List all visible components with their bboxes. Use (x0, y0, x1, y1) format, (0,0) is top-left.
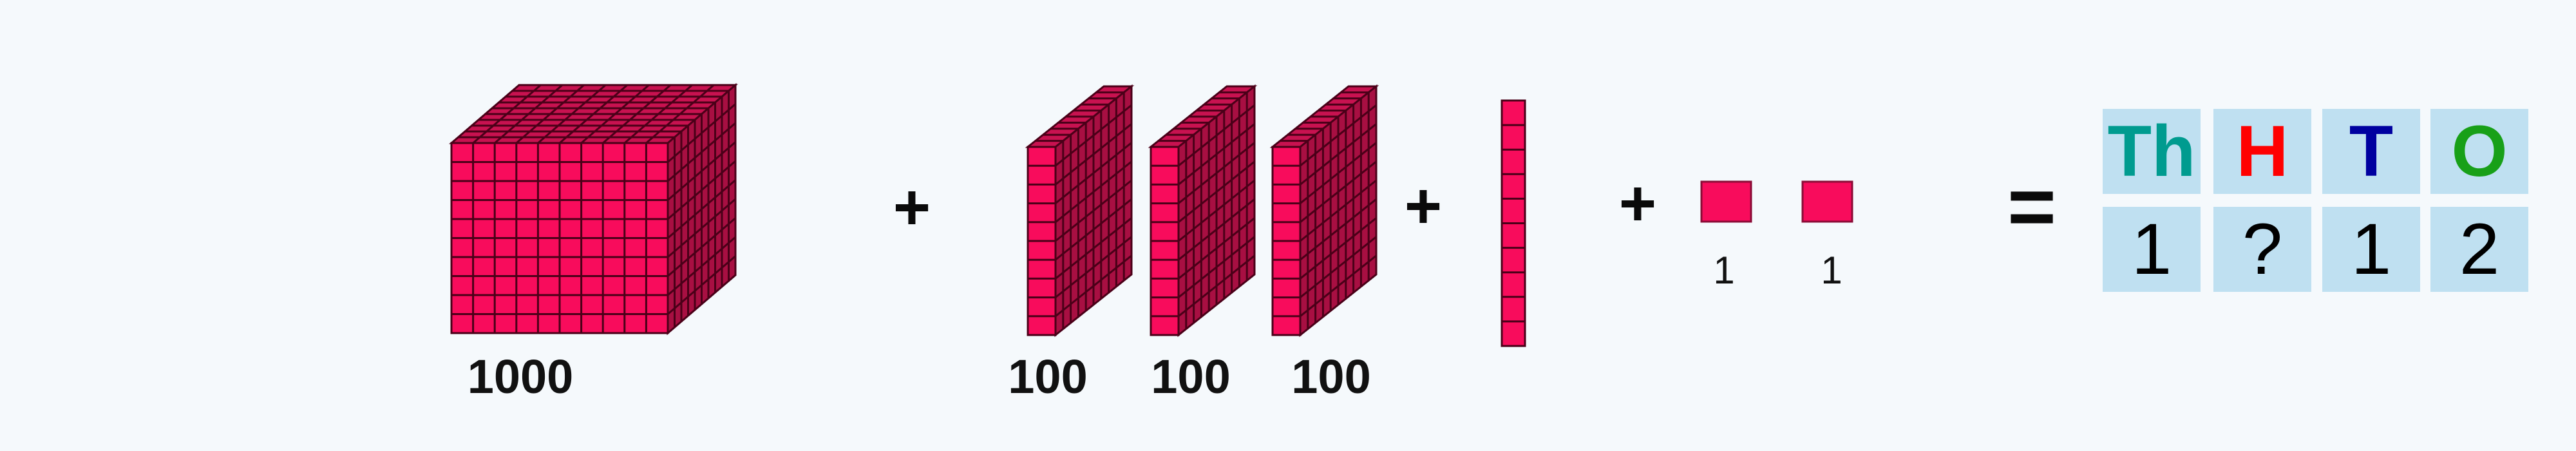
flat-side-face-grid-line (1300, 179, 1377, 242)
header-tens: T (2322, 109, 2420, 194)
thousand-cube (448, 82, 739, 336)
cube-side-face-grid-line (667, 141, 736, 201)
thousand-cube-label: 1000 (467, 350, 574, 403)
header-thousands: Th (2103, 109, 2201, 194)
unit-cube-2 (1801, 180, 1853, 223)
header-ones: O (2430, 109, 2528, 194)
flat-side-face-grid-line (1300, 160, 1377, 223)
flat-side-face-grid-line (1178, 198, 1255, 261)
flat-side-face-grid-line (1178, 217, 1255, 280)
flat-side-face-grid-line (1300, 104, 1377, 167)
flat-side-face-grid-line (1300, 198, 1377, 261)
equals-sign: = (2007, 159, 2056, 253)
flat-side-face-grid-line (1300, 217, 1377, 280)
unit-cube-label-2: 1 (1821, 249, 1842, 292)
cube-side-face-grid-line (667, 236, 736, 296)
unit-cube-face (1801, 180, 1853, 223)
cube-side-face-grid-line (667, 217, 736, 277)
cube-side-face-grid-line (667, 179, 736, 239)
flat-side-face-grid-line (1055, 236, 1132, 298)
plus-sign-2: + (1404, 170, 1443, 242)
hundred-flat-label-2: 100 (1151, 350, 1231, 403)
flat-side-face-grid-line (1178, 160, 1255, 223)
hundred-flat-label-1: 100 (1008, 350, 1088, 403)
cube-side-face-grid-line (667, 255, 736, 315)
value-hundreds-unknown: ? (2213, 207, 2311, 292)
unit-cube-face (1700, 180, 1752, 223)
flat-side-face-grid-line (1178, 104, 1255, 167)
flat-side-face-grid-line (1178, 142, 1255, 204)
flat-side-face-grid-line (1055, 179, 1132, 242)
cube-side-face-grid-line (667, 103, 736, 163)
hundred-flat-1 (1025, 84, 1135, 338)
flat-side-face-grid-line (1178, 236, 1255, 298)
flat-side-face-grid-line (1055, 254, 1132, 317)
header-hundreds: H (2213, 109, 2311, 194)
unit-cube-label-1: 1 (1713, 249, 1735, 292)
flat-side-face-grid-line (1178, 254, 1255, 317)
plus-sign-3: + (1618, 168, 1657, 240)
flat-side-face-grid-line (1055, 160, 1132, 223)
ten-rod (1501, 99, 1526, 347)
flat-side-face-grid-line (1055, 104, 1132, 167)
value-tens: 1 (2322, 207, 2420, 292)
hundred-flat-label-3: 100 (1291, 350, 1371, 403)
flat-side-face-grid-line (1178, 123, 1255, 186)
cube-side-face-grid-line (667, 122, 736, 182)
cube-side-face-grid-line (667, 198, 736, 258)
plus-sign-1: + (893, 171, 931, 244)
cube-side-face-grid-line (667, 160, 736, 220)
flat-side-face-grid-line (1300, 236, 1377, 298)
hundred-flat-3 (1269, 84, 1379, 338)
value-thousands: 1 (2103, 207, 2201, 292)
hundred-flat-2 (1148, 84, 1258, 338)
flat-side-face-grid-line (1055, 123, 1132, 186)
flat-side-face-grid-line (1055, 198, 1132, 261)
flat-side-face-grid-line (1300, 254, 1377, 317)
flat-side-face-grid-line (1055, 142, 1132, 204)
flat-side-face-grid-line (1178, 179, 1255, 242)
unit-cube-1 (1700, 180, 1752, 223)
flat-side-face-grid-line (1055, 217, 1132, 280)
flat-side-face-grid-line (1300, 142, 1377, 204)
value-ones: 2 (2430, 207, 2528, 292)
flat-side-face-grid-line (1300, 123, 1377, 186)
